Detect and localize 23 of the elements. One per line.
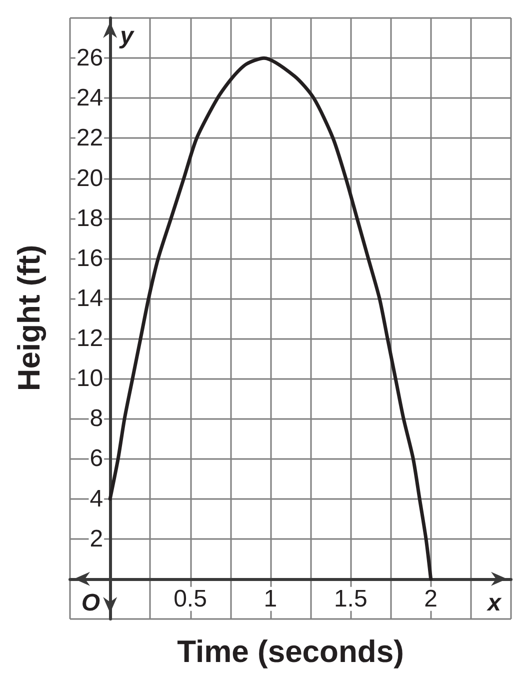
y-tick-label: 4 [90, 485, 104, 512]
y-tick-label: 2 [90, 525, 104, 552]
y-tick-label: 26 [76, 44, 104, 72]
y-tick-label: 14 [76, 284, 104, 312]
y-tick-label: 20 [76, 164, 104, 192]
y-tick-label: 8 [90, 405, 104, 432]
y-tick-label: 24 [76, 84, 104, 112]
annotation: x [486, 589, 503, 616]
annotation: y [119, 22, 136, 50]
y-tick-label: 18 [76, 204, 104, 232]
x-axis-title: Time (seconds) [177, 634, 404, 669]
line-series [108, 56, 433, 581]
y-tick-label: 10 [76, 365, 104, 392]
y-tick-label: 16 [76, 244, 104, 272]
annotation: O [81, 589, 100, 616]
x-tick-label: 2 [424, 585, 438, 612]
x-tick-label: 0.5 [174, 585, 207, 612]
y-axis-title: Height (ft) [12, 244, 46, 392]
y-tick-label: 22 [76, 124, 104, 152]
x-tick-label: 1.5 [334, 585, 368, 612]
y-tick-label: 6 [90, 445, 104, 472]
y-tick-label: 12 [76, 325, 104, 352]
x-tick-label: 1 [264, 585, 278, 612]
